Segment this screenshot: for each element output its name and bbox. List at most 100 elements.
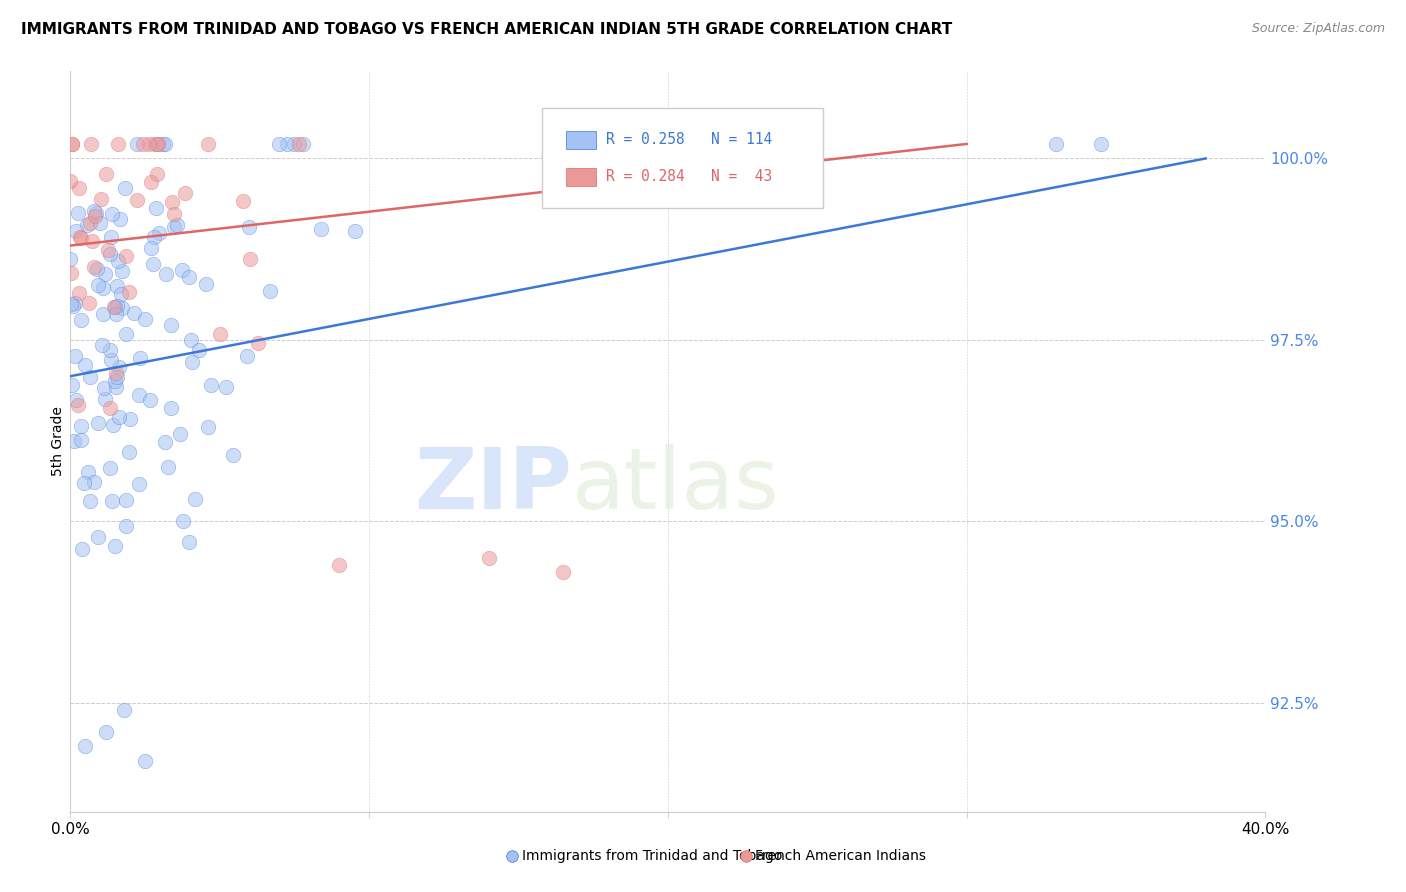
Point	[139, 392, 162, 407]
Point	[83, 203, 105, 218]
Point	[77, 295, 100, 310]
Point	[129, 351, 152, 365]
Point	[69, 230, 91, 244]
Point	[139, 241, 162, 255]
FancyBboxPatch shape	[567, 168, 596, 186]
Point	[114, 492, 136, 507]
Point	[197, 136, 219, 151]
Point	[59, 174, 82, 188]
Point	[100, 230, 122, 244]
Point	[172, 514, 194, 528]
Point	[107, 360, 129, 375]
Point	[180, 333, 202, 347]
Point	[105, 380, 128, 394]
Point	[91, 281, 114, 295]
Point	[107, 279, 129, 293]
Point	[60, 136, 83, 151]
Point	[128, 388, 150, 402]
Point	[104, 366, 127, 380]
FancyBboxPatch shape	[567, 130, 596, 149]
Point	[139, 175, 162, 189]
Point	[117, 445, 139, 459]
Point	[107, 254, 129, 268]
Point	[86, 261, 108, 276]
Point	[269, 136, 291, 151]
Point	[1090, 136, 1112, 151]
Point	[1045, 136, 1067, 151]
Point	[69, 230, 91, 244]
Point	[114, 326, 136, 341]
Point	[108, 212, 131, 227]
Point	[79, 369, 101, 384]
FancyBboxPatch shape	[543, 109, 824, 209]
Point	[83, 475, 105, 489]
Point	[91, 307, 114, 321]
Point	[105, 370, 128, 384]
Point	[160, 194, 183, 209]
Text: Immigrants from Trinidad and Tobago: Immigrants from Trinidad and Tobago	[522, 849, 782, 863]
Point	[236, 349, 259, 363]
Text: atlas: atlas	[572, 444, 780, 527]
Point	[128, 477, 150, 491]
Point	[103, 417, 125, 432]
Point	[134, 312, 156, 326]
Point	[65, 295, 87, 310]
Point	[197, 420, 219, 434]
Point	[77, 465, 100, 479]
Point	[166, 219, 188, 233]
Point	[247, 336, 270, 351]
Point	[328, 558, 350, 572]
Point	[107, 410, 129, 425]
Point	[90, 338, 112, 352]
Point	[114, 519, 136, 533]
Point	[60, 266, 83, 280]
Point	[239, 252, 262, 266]
Point	[98, 343, 121, 358]
Point	[143, 136, 166, 151]
Text: R = 0.258   N = 114: R = 0.258 N = 114	[606, 132, 772, 147]
Point	[76, 219, 98, 233]
Point	[132, 136, 155, 151]
Point	[111, 264, 134, 278]
Point	[104, 540, 127, 554]
Point	[87, 530, 110, 544]
Point	[87, 416, 110, 430]
Point	[155, 267, 177, 281]
Point	[104, 300, 127, 314]
Point	[169, 427, 191, 442]
Point	[69, 419, 91, 434]
Point	[163, 219, 186, 234]
Text: French American Indians: French American Indians	[755, 849, 927, 863]
Point	[209, 326, 232, 341]
Point	[98, 401, 121, 416]
Point	[82, 235, 104, 249]
Point	[60, 136, 83, 151]
Point	[96, 724, 117, 739]
Point	[179, 270, 201, 285]
Point	[156, 459, 179, 474]
Point	[112, 703, 135, 717]
Point	[114, 181, 136, 195]
Text: Source: ZipAtlas.com: Source: ZipAtlas.com	[1251, 22, 1385, 36]
Point	[59, 296, 82, 310]
Point	[67, 181, 90, 195]
Point	[75, 358, 97, 372]
Point	[344, 224, 367, 238]
Point	[115, 249, 138, 263]
Point	[118, 412, 141, 426]
Point	[553, 565, 575, 579]
Point	[184, 491, 207, 506]
Point	[83, 209, 105, 223]
Point	[98, 247, 121, 261]
Point	[287, 136, 309, 151]
Point	[105, 299, 128, 313]
Point	[65, 392, 87, 407]
Point	[97, 243, 120, 257]
Point	[96, 167, 118, 181]
Point	[105, 307, 128, 321]
Point	[187, 343, 209, 357]
Point	[73, 475, 96, 490]
Point	[63, 434, 86, 448]
Point	[70, 313, 93, 327]
Point	[195, 277, 218, 291]
